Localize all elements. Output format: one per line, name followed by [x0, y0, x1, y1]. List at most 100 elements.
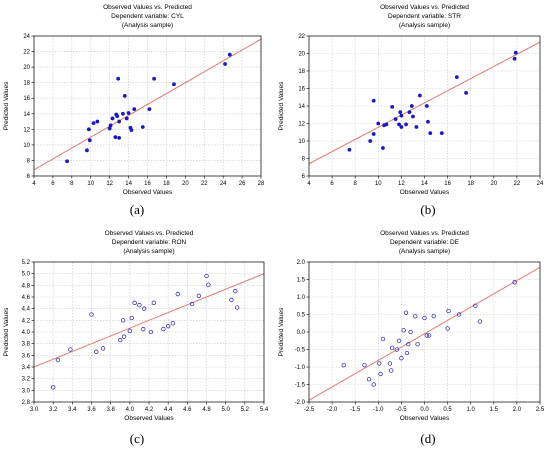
- data-point: [121, 334, 127, 339]
- data-point: [477, 319, 483, 324]
- data-point: [445, 326, 450, 331]
- data-point: [371, 382, 376, 387]
- x-tick-label: 12: [398, 181, 405, 187]
- chart-panel-b: Observed Values vs. Predicted Dependent v…: [275, 0, 550, 222]
- data-point: [413, 314, 418, 319]
- y-tick-label: -2.0: [295, 400, 306, 406]
- data-point: [422, 315, 427, 321]
- x-tick-label: 5.2: [241, 407, 250, 413]
- x-tick-label: 20: [182, 181, 189, 187]
- y-tick-label: 8: [302, 157, 306, 163]
- chart-title-line: Dependent variable: RON: [112, 239, 187, 246]
- x-tick-label: 0.5: [443, 407, 452, 413]
- data-point: [116, 76, 121, 81]
- chart-title-line: Dependent variable: STR: [388, 13, 461, 20]
- chart-title-line: (Analysis sample): [399, 22, 450, 29]
- data-point: [424, 104, 429, 108]
- x-tick-label: 6: [330, 181, 334, 187]
- plot-frame: [33, 35, 262, 177]
- x-tick-label: 5.4: [260, 407, 269, 413]
- data-point: [428, 131, 433, 136]
- scatter-chart-d: Observed Values vs. Predicted Dependent v…: [278, 230, 545, 422]
- x-tick-label: 16: [444, 181, 451, 187]
- x-tick-label: 24: [537, 181, 544, 187]
- plot-frame: [308, 35, 541, 177]
- y-tick-label: 14: [298, 104, 305, 110]
- x-tick-label: 3.2: [49, 407, 58, 413]
- y-tick-label: 12: [23, 127, 30, 133]
- x-tick-label: 14: [125, 181, 132, 187]
- chart-title-line: (Analysis sample): [122, 22, 173, 29]
- data-point: [132, 107, 137, 112]
- x-tick-label: 1.5: [490, 407, 499, 413]
- x-tick-label: -1.0: [373, 407, 384, 413]
- data-point: [398, 110, 403, 115]
- y-tick-label: 3.4: [22, 365, 31, 371]
- x-tick-label: 18: [163, 181, 170, 187]
- data-point: [464, 90, 468, 95]
- data-point: [68, 347, 73, 352]
- x-tick-label: 8: [354, 181, 358, 187]
- y-tick-label: 6: [302, 174, 306, 180]
- data-point: [411, 114, 415, 119]
- regression-line: [309, 266, 540, 401]
- data-point: [414, 125, 419, 129]
- data-point: [397, 122, 401, 127]
- data-point: [227, 52, 232, 57]
- data-point: [396, 338, 402, 343]
- data-point: [417, 93, 422, 98]
- y-tick-label: 18: [298, 69, 305, 75]
- data-point: [223, 62, 227, 66]
- data-point: [401, 328, 406, 333]
- y-tick-label: 0.0: [297, 330, 306, 336]
- y-tick-label: 14: [23, 112, 30, 118]
- x-tick-label: 22: [514, 181, 521, 187]
- data-point: [126, 111, 131, 115]
- x-tick-label: 0.0: [420, 407, 429, 413]
- y-tick-label: 3.0: [22, 388, 31, 394]
- data-point: [51, 385, 56, 390]
- data-point: [426, 333, 432, 338]
- data-point: [473, 303, 478, 308]
- data-point: [456, 312, 462, 317]
- data-point: [151, 300, 156, 305]
- y-tick-label: 5.0: [22, 272, 31, 278]
- y-axis-label: Predicted Values: [3, 81, 10, 130]
- chart-title-line: Observed Values vs. Predicted: [380, 4, 469, 11]
- x-tick-label: 2.5: [536, 407, 545, 413]
- data-point: [368, 139, 373, 143]
- x-tick-label: 4.8: [202, 407, 211, 413]
- x-tick-label: 12: [106, 181, 113, 187]
- data-point: [142, 306, 147, 311]
- data-point: [189, 301, 195, 307]
- plot-frame: [33, 261, 265, 403]
- data-point: [403, 310, 409, 315]
- y-tick-label: 24: [23, 34, 30, 40]
- data-point: [129, 128, 134, 133]
- chart-title-line: Observed Values vs. Predicted: [380, 230, 469, 237]
- y-tick-label: 6: [27, 174, 31, 180]
- data-point: [55, 357, 61, 363]
- y-tick-label: 0.5: [297, 313, 306, 319]
- y-tick-label: 20: [298, 52, 305, 58]
- y-tick-label: 4.2: [22, 318, 31, 324]
- data-point: [409, 104, 414, 108]
- y-tick-label: 2.8: [22, 400, 31, 406]
- y-tick-label: 3.8: [22, 342, 31, 348]
- data-point: [381, 146, 385, 150]
- data-point: [424, 333, 429, 338]
- x-tick-label: 20: [490, 181, 497, 187]
- chart-title-line: (Analysis sample): [123, 248, 174, 255]
- data-point: [229, 297, 234, 303]
- data-point: [406, 342, 411, 347]
- data-point: [170, 321, 176, 326]
- data-point: [115, 114, 120, 119]
- x-tick-label: 26: [239, 181, 246, 187]
- data-point: [439, 131, 444, 136]
- data-point: [366, 377, 372, 382]
- data-point: [513, 50, 518, 55]
- x-tick-label: 4.6: [183, 407, 192, 413]
- data-point: [196, 293, 201, 298]
- data-point: [404, 122, 408, 127]
- data-point: [107, 126, 112, 131]
